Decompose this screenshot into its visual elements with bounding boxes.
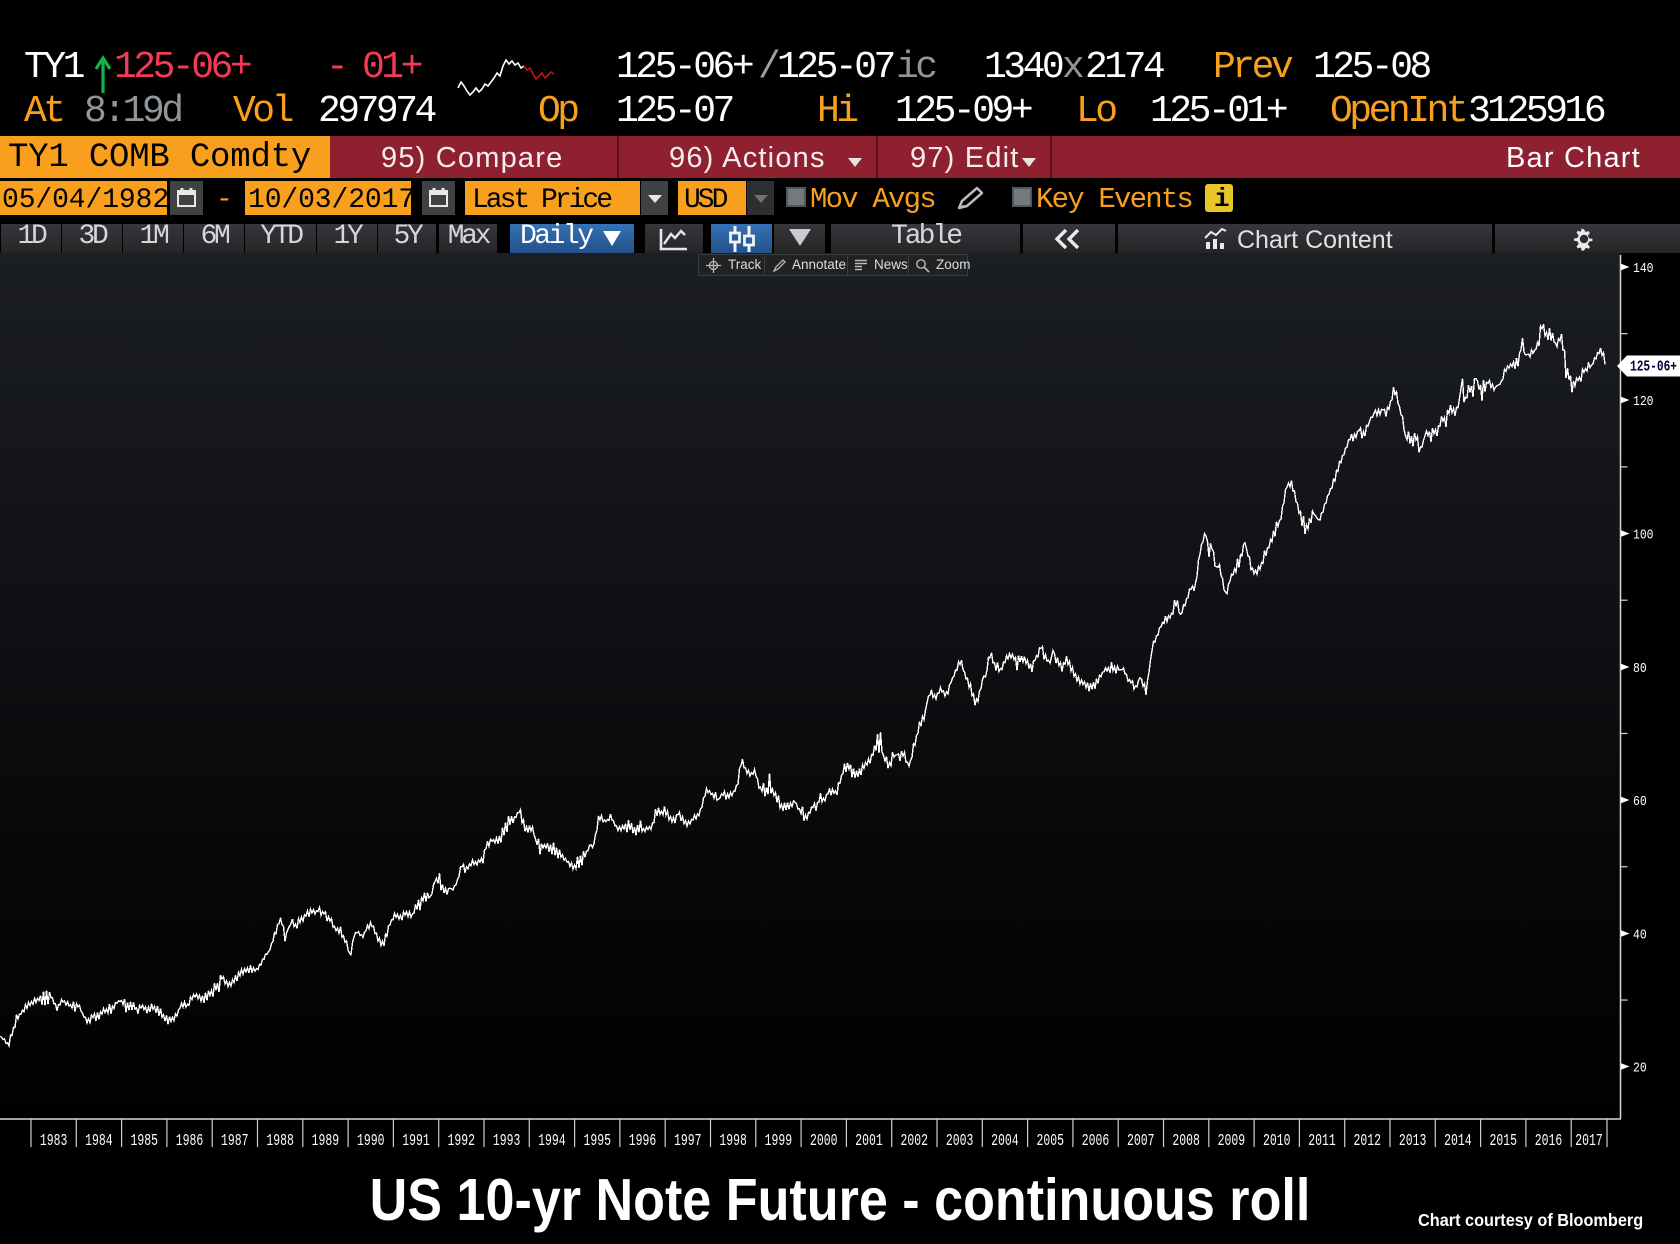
svg-text:2008: 2008 (1172, 1131, 1200, 1150)
svg-text:2016: 2016 (1535, 1131, 1563, 1150)
svg-text:1983: 1983 (40, 1131, 68, 1150)
svg-text:60: 60 (1633, 795, 1647, 810)
svg-text:1990: 1990 (357, 1131, 385, 1150)
svg-text:2001: 2001 (855, 1131, 883, 1150)
svg-text:1997: 1997 (674, 1131, 702, 1150)
svg-text:1993: 1993 (493, 1131, 521, 1150)
svg-text:1995: 1995 (583, 1131, 611, 1150)
svg-text:100: 100 (1633, 529, 1654, 544)
svg-text:1994: 1994 (538, 1131, 566, 1150)
svg-text:1988: 1988 (266, 1131, 294, 1150)
svg-text:1984: 1984 (85, 1131, 113, 1150)
svg-text:2000: 2000 (810, 1131, 838, 1150)
svg-text:1987: 1987 (221, 1131, 249, 1150)
svg-text:80: 80 (1633, 662, 1647, 677)
svg-text:2015: 2015 (1489, 1131, 1517, 1150)
svg-text:1998: 1998 (719, 1131, 747, 1150)
svg-text:1991: 1991 (402, 1131, 430, 1150)
svg-text:2013: 2013 (1399, 1131, 1427, 1150)
svg-text:2017: 2017 (1575, 1131, 1603, 1150)
svg-text:2009: 2009 (1218, 1131, 1246, 1150)
svg-text:120: 120 (1633, 395, 1654, 410)
svg-text:2004: 2004 (991, 1131, 1019, 1150)
svg-text:2011: 2011 (1308, 1131, 1336, 1150)
svg-text:125-06+: 125-06+ (1630, 359, 1677, 376)
svg-text:40: 40 (1633, 929, 1647, 944)
svg-text:1996: 1996 (629, 1131, 657, 1150)
svg-text:2002: 2002 (901, 1131, 929, 1150)
svg-text:140: 140 (1633, 262, 1654, 277)
svg-text:1986: 1986 (176, 1131, 204, 1150)
svg-text:2003: 2003 (946, 1131, 974, 1150)
svg-text:1985: 1985 (130, 1131, 158, 1150)
svg-text:1992: 1992 (448, 1131, 476, 1150)
svg-text:1989: 1989 (312, 1131, 340, 1150)
svg-text:2014: 2014 (1444, 1131, 1472, 1150)
svg-text:1999: 1999 (765, 1131, 793, 1150)
svg-text:2010: 2010 (1263, 1131, 1291, 1150)
svg-text:20: 20 (1633, 1062, 1647, 1077)
svg-text:2005: 2005 (1036, 1131, 1064, 1150)
svg-text:2012: 2012 (1354, 1131, 1382, 1150)
svg-text:2006: 2006 (1082, 1131, 1110, 1150)
svg-text:2007: 2007 (1127, 1131, 1155, 1150)
